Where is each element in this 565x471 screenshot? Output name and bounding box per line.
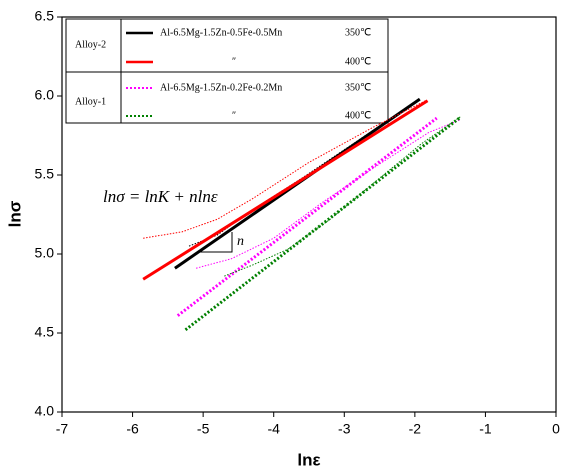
y-tick-label: 4.5: [35, 324, 55, 340]
legend-group-label: Alloy-1: [75, 96, 106, 107]
y-tick-label: 5.0: [35, 245, 55, 261]
x-tick-label: -1: [479, 421, 492, 437]
legend-group-label: Alloy-2: [75, 39, 106, 50]
raw-data-line: [188, 101, 416, 247]
x-tick-label: -7: [56, 421, 69, 437]
fit-line: [176, 116, 438, 317]
x-tick-label: -4: [267, 421, 280, 437]
raw-data-line: [143, 100, 426, 239]
legend-label: Al-6.5Mg-1.5Zn-0.2Fe-0.2Mn: [160, 82, 282, 93]
fit-line: [184, 116, 461, 332]
legend-label: ″: [232, 110, 236, 121]
y-tick-label: 6.5: [35, 8, 55, 24]
legend-temp: 400℃: [345, 56, 371, 67]
slope-label: n: [237, 234, 244, 249]
fit-line: [142, 99, 429, 281]
equation: lnσ = lnK + nlnε: [103, 187, 218, 206]
legend-temp: 350℃: [345, 82, 371, 93]
y-tick-label: 5.5: [35, 166, 55, 182]
raw-data-line: [224, 116, 462, 277]
legend-label: Al-6.5Mg-1.5Zn-0.5Fe-0.5Mn: [160, 27, 282, 38]
legend-temp: 350℃: [345, 27, 371, 38]
x-tick-label: -6: [126, 421, 139, 437]
x-tick-label: -3: [338, 421, 351, 437]
y-tick-label: 6.0: [35, 87, 55, 103]
y-tick-label: 4.0: [35, 403, 55, 419]
legend-label: ″: [232, 56, 236, 67]
raw-data-line: [195, 119, 461, 269]
plot-frame: [61, 16, 557, 413]
x-tick-label: -2: [409, 421, 422, 437]
x-axis-label: lnε: [297, 450, 320, 469]
x-tick-label: -5: [197, 421, 210, 437]
x-tick-label: 0: [552, 421, 560, 437]
y-axis-label: lnσ: [5, 200, 24, 227]
legend-temp: 400℃: [345, 110, 371, 121]
legend-box: [65, 18, 389, 124]
slope-triangle: [197, 232, 233, 253]
